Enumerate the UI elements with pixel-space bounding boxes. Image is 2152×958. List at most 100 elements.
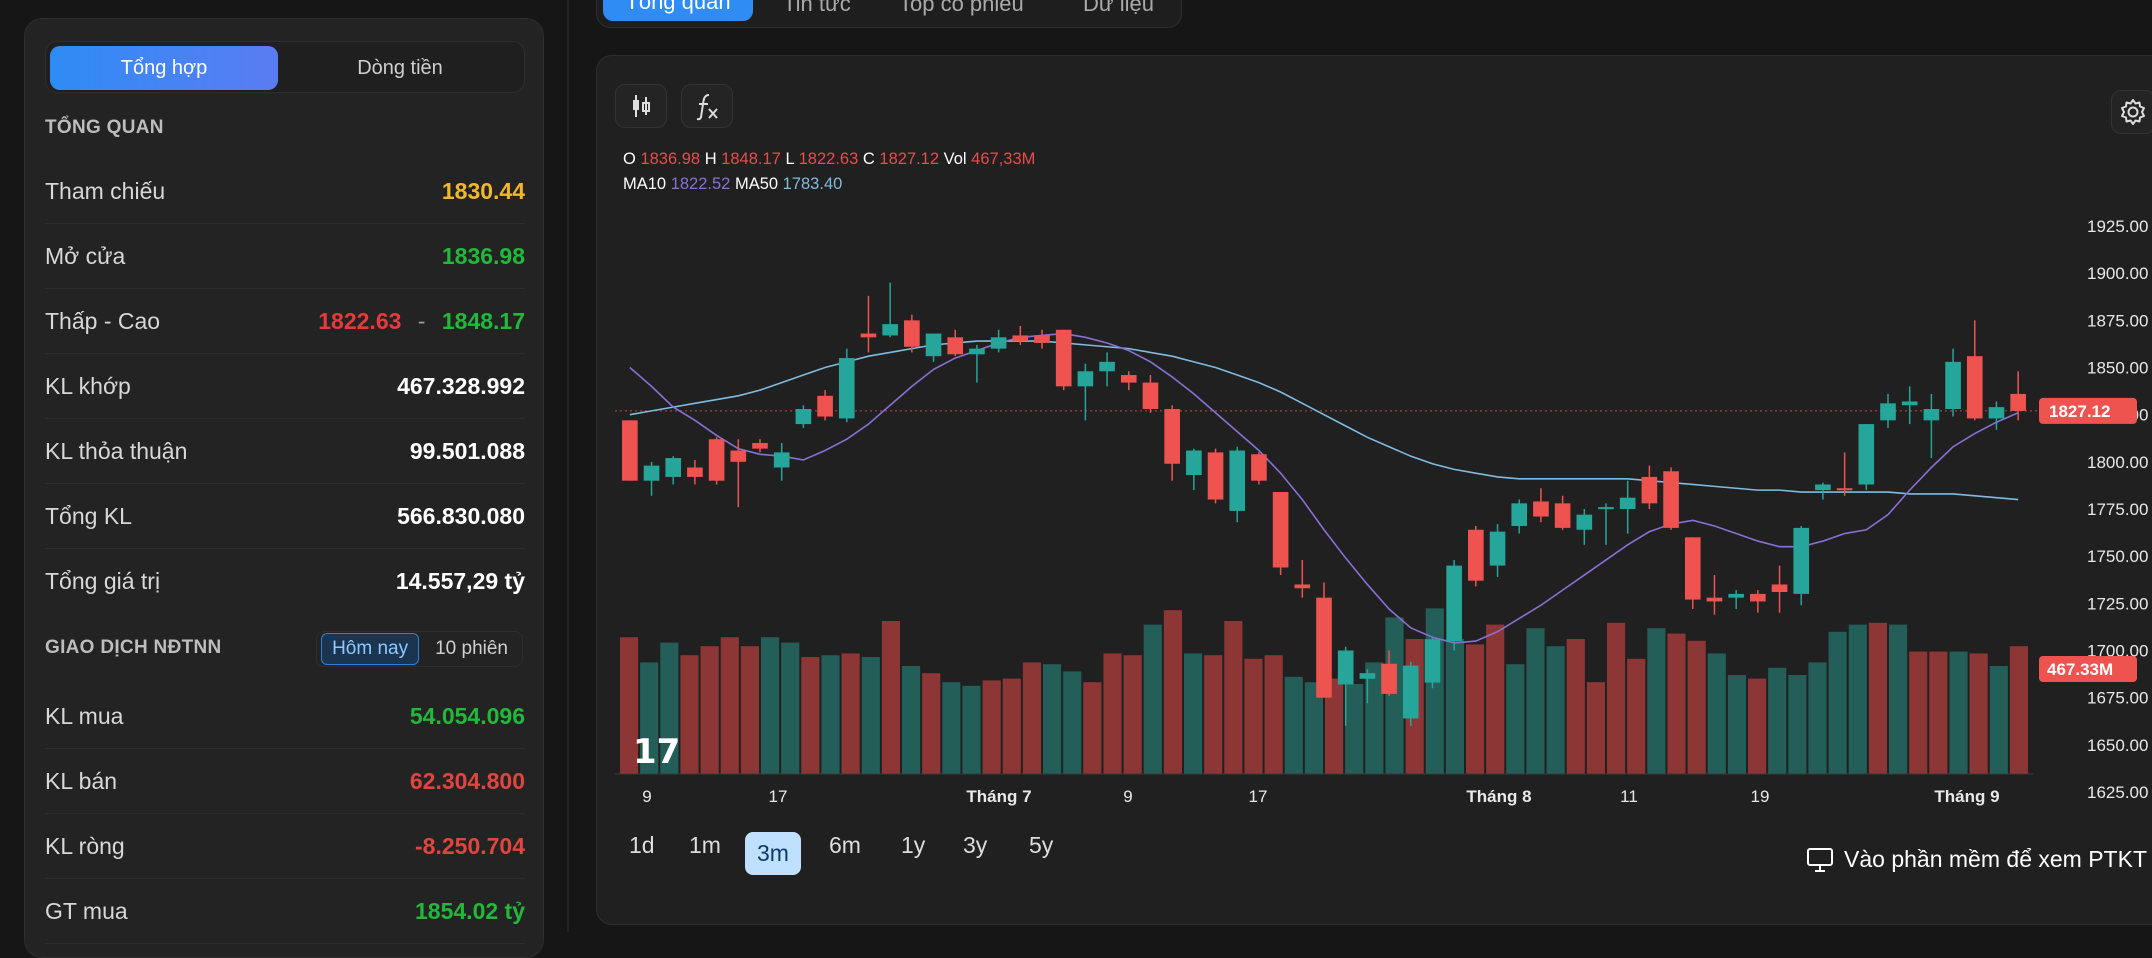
candlestick-icon[interactable] [615, 84, 667, 128]
volume-bar [1607, 622, 1626, 774]
current-price-tag-label: 1827.12 [2049, 402, 2110, 421]
volume-bar [1002, 678, 1021, 774]
time-tick-label: 19 [1751, 787, 1770, 806]
row-label: Tham chiếu [45, 177, 166, 204]
ma50-value: 1783.40 [782, 175, 843, 193]
timeframe-3m[interactable]: 3m [745, 832, 801, 875]
volume-bar [902, 666, 921, 774]
candle-body [1316, 597, 1332, 698]
row-total-value: Tổng giá trị 14.557,29 tỷ [45, 549, 525, 614]
tab-top-co-phieu[interactable]: Top cổ phiếu [899, 0, 1024, 16]
vol-value: 467,33M [971, 150, 1036, 168]
volume-bar [1345, 684, 1364, 774]
low-label: L [785, 150, 795, 168]
candle-body [1771, 584, 1788, 593]
candle-body [1446, 565, 1462, 642]
tab-tong-hop[interactable]: Tổng hợp [50, 46, 278, 90]
candle-body [687, 467, 703, 477]
candle-body [1923, 409, 1940, 421]
candle-body [752, 442, 768, 449]
price-chart-card: O 1836.98 H 1848.17 L 1822.63 C 1827.12 … [596, 55, 2152, 925]
volume-bar [1385, 617, 1404, 774]
volume-bar [640, 662, 659, 774]
price-tick-label: 1675.00 [2087, 689, 2148, 708]
current-price-tag [2039, 397, 2137, 424]
volume-tag-label: 467.33M [2047, 660, 2113, 679]
price-tick-label: 1650.00 [2087, 736, 2148, 755]
candle-body [773, 452, 790, 468]
candle-body [1077, 371, 1094, 387]
candle-body [990, 337, 1007, 349]
row-label: KL ròng [45, 832, 125, 859]
volume-bar [680, 655, 699, 774]
candle-body [817, 395, 833, 417]
volume-bar [821, 655, 840, 774]
tab-dong-tien[interactable]: Dòng tiền [357, 56, 443, 79]
candle-body [1337, 650, 1354, 685]
volume-bar [1909, 651, 1928, 774]
candle-body [1598, 507, 1614, 510]
candle-body [1468, 529, 1484, 581]
high-value: 1848.17 [441, 307, 525, 334]
gear-icon[interactable] [2111, 90, 2152, 134]
row-label: GT mua [45, 897, 128, 924]
timeframe-1d[interactable]: 1d [629, 832, 655, 858]
row-total-volume: Tổng KL 566.830.080 [45, 484, 525, 549]
candle-body [1120, 375, 1137, 383]
candle-body [730, 450, 747, 462]
candle-body [860, 333, 877, 338]
candle-body [1012, 335, 1029, 342]
row-value: 99.501.088 [409, 437, 525, 464]
time-tick-label: 11 [1620, 787, 1638, 806]
tab-tin-tuc[interactable]: Tin tức [783, 0, 851, 16]
ma10-label: MA10 [623, 175, 667, 193]
high-value: 1848.17 [721, 150, 781, 168]
volume-bar [1707, 653, 1726, 774]
foreign-period-tabs: Hôm nay 10 phiên [316, 631, 523, 667]
candle-body [1901, 401, 1918, 406]
volume-bar [1163, 610, 1182, 774]
candle-body [1706, 597, 1723, 602]
monitor-icon [1807, 847, 1834, 872]
volume-bar [1063, 671, 1082, 774]
volume-bar [720, 637, 739, 774]
timeframe-5y[interactable]: 5y [1029, 832, 1054, 858]
candle-body [1858, 424, 1875, 485]
timeframe-3y[interactable]: 3y [963, 832, 988, 858]
candle-body [665, 458, 682, 477]
candle-body [1988, 407, 2005, 419]
timeframe-1m[interactable]: 1m [689, 832, 721, 858]
tab-10-sessions[interactable]: 10 phiên [435, 638, 508, 659]
candle-body [1945, 361, 1961, 410]
tab-tong-quan[interactable]: Tổng quan [603, 0, 753, 21]
tab-today[interactable]: Hôm nay [321, 633, 420, 665]
volume-bar [1325, 678, 1344, 774]
time-tick-label: 17 [1249, 787, 1268, 806]
fx-indicator-icon[interactable] [681, 84, 733, 128]
volume-bar [1204, 655, 1223, 774]
volume-bar [740, 646, 759, 774]
candle-body [838, 358, 855, 419]
price-volume-chart[interactable]: 1925.001900.001875.001850.001825.001800.… [597, 56, 2152, 926]
volume-bar [1868, 622, 1887, 774]
volume-bar [1969, 653, 1988, 774]
foreign-section-title: GIAO DỊCH NĐTNN [45, 637, 222, 658]
tab-du-lieu[interactable]: Dữ liệu [1083, 0, 1154, 16]
timeframe-6m[interactable]: 6m [829, 832, 861, 858]
volume-bar [801, 657, 820, 774]
open-ptkt-link[interactable]: Vào phần mềm để xem PTKT [1806, 846, 2147, 873]
timeframe-1y[interactable]: 1y [901, 832, 926, 858]
ptkt-label: Vào phần mềm để xem PTKT [1844, 846, 2147, 872]
row-value: 1836.98 [441, 242, 525, 269]
row-matched-volume: KL khớp 467.328.992 [45, 354, 525, 419]
ma-readout: MA10 1822.52 MA50 1783.40 [623, 175, 842, 194]
candle-body [1424, 639, 1441, 683]
candle-body [1533, 501, 1549, 517]
price-tick-label: 1850.00 [2087, 359, 2148, 378]
time-tick-label: 9 [642, 787, 651, 806]
time-tick-label: Tháng 9 [1934, 787, 1999, 806]
time-tick-label: 9 [1123, 787, 1132, 806]
row-value: 54.054.096 [409, 702, 525, 729]
volume-bar [1526, 628, 1545, 774]
volume-bar [1043, 664, 1062, 774]
